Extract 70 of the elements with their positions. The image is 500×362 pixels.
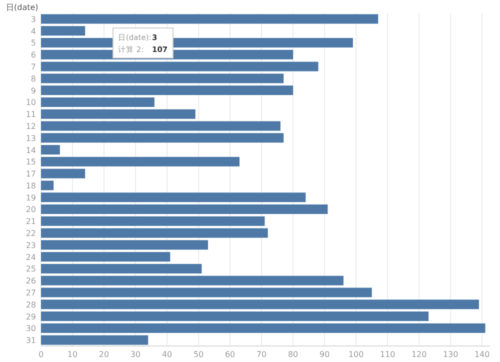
bar (41, 204, 328, 214)
y-tick-label: 25 (26, 264, 36, 274)
y-tick-label: 24 (26, 252, 36, 262)
y-tick-label: 9 (30, 86, 36, 96)
y-tick-label: 30 (26, 324, 36, 334)
y-tick-label: 13 (26, 134, 36, 143)
x-tick-label: 50 (193, 350, 204, 359)
bar (41, 252, 170, 262)
x-tick-label: 70 (256, 350, 267, 359)
y-tick-label: 19 (26, 193, 36, 202)
y-tick-label: 7 (30, 62, 36, 72)
bar (41, 156, 240, 166)
x-tick-label: 40 (162, 350, 172, 359)
bar (41, 228, 268, 238)
bar (41, 133, 284, 143)
bar (41, 192, 306, 202)
bar (41, 323, 486, 333)
y-tick-label: 3 (30, 14, 36, 24)
bar (41, 180, 54, 190)
x-tick-label: 0 (38, 350, 44, 359)
bar (41, 121, 280, 131)
x-tick-label: 80 (288, 350, 298, 359)
bar (41, 109, 196, 119)
y-tick-label: 23 (26, 240, 36, 250)
y-tick-label: 11 (26, 110, 36, 120)
y-tick-label: 14 (26, 146, 36, 155)
y-tick-label: 22 (26, 229, 36, 238)
y-tick-label: 28 (26, 300, 36, 310)
bar (41, 62, 318, 72)
bar (41, 240, 208, 250)
y-tick-label: 27 (26, 288, 36, 298)
y-tick-label: 21 (26, 217, 36, 226)
bar (41, 264, 202, 274)
x-tick-label: 60 (224, 350, 236, 359)
y-tick-label: 6 (30, 50, 36, 60)
bar (41, 276, 344, 286)
y-tick-label: 8 (30, 74, 36, 84)
bar (41, 168, 86, 178)
bar (41, 14, 378, 24)
x-tick-label: 30 (130, 350, 141, 359)
y-tick-label: 29 (26, 312, 36, 322)
x-tick-label: 10 (67, 350, 78, 359)
y-tick-label: 17 (26, 170, 36, 179)
bar (41, 74, 284, 84)
y-tick-label: 26 (26, 276, 36, 286)
y-tick-label: 10 (26, 98, 36, 108)
bar (41, 288, 372, 298)
y-tick-label: 4 (30, 26, 36, 36)
x-tick-label: 100 (348, 350, 364, 359)
x-tick-label: 90 (319, 350, 330, 359)
y-tick-label: 15 (26, 158, 36, 167)
bar (41, 312, 429, 322)
bar (41, 97, 154, 107)
bar (41, 335, 148, 345)
bar (41, 86, 294, 96)
y-tick-label: 20 (26, 205, 36, 214)
bar (41, 300, 479, 310)
y-tick-label: 18 (26, 181, 36, 190)
bar (41, 26, 86, 36)
bar (41, 216, 265, 226)
x-tick-label: 20 (98, 350, 110, 359)
y-tick-label: 31 (26, 336, 36, 346)
y-axis-title: 日(date) (6, 3, 38, 12)
x-tick-label: 140 (474, 350, 490, 359)
y-tick-label: 12 (26, 122, 36, 131)
bar (41, 145, 60, 155)
x-tick-label: 120 (411, 350, 427, 359)
x-tick-label: 130 (442, 350, 458, 359)
x-tick-label: 110 (380, 350, 396, 359)
y-tick-label: 5 (30, 38, 36, 48)
